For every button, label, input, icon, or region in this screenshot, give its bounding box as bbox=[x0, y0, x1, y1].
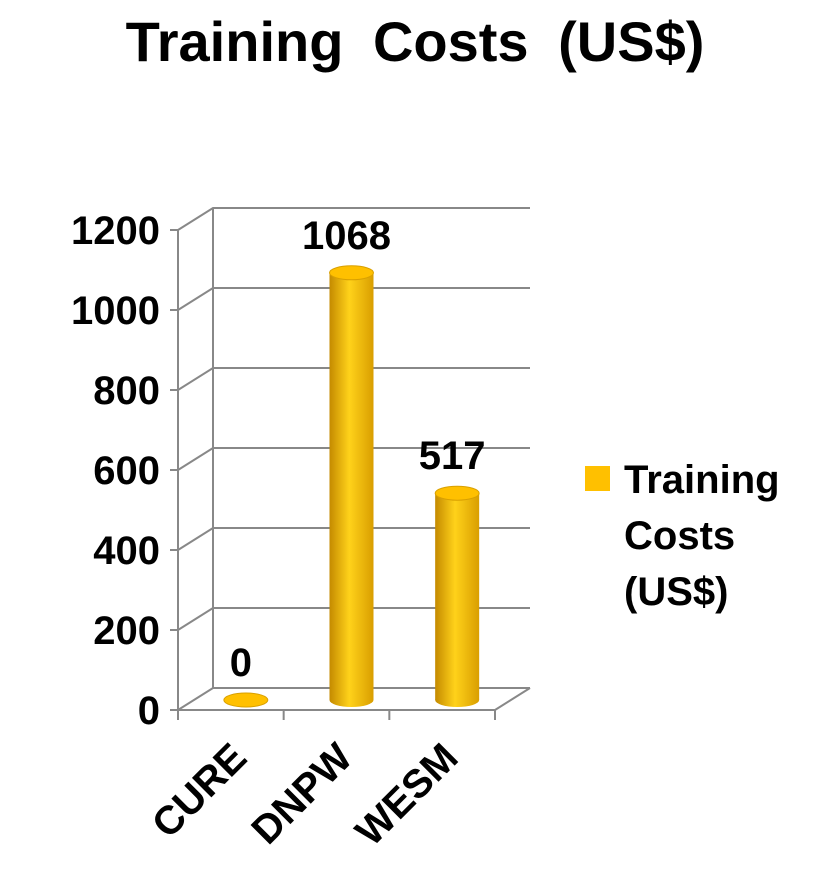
grid-line bbox=[177, 687, 530, 711]
legend: Training Costs (US$) bbox=[585, 452, 824, 620]
bar-top bbox=[434, 485, 480, 501]
bar bbox=[435, 493, 480, 700]
bar-top bbox=[223, 692, 269, 708]
grid-line bbox=[177, 447, 530, 471]
data-label: 0 bbox=[230, 641, 252, 685]
legend-swatch bbox=[585, 466, 610, 491]
x-tick-label: WESM bbox=[347, 735, 466, 854]
y-tick-label: 600 bbox=[93, 449, 160, 493]
grid-line bbox=[177, 207, 530, 231]
grid-line bbox=[177, 367, 530, 391]
grid-line bbox=[177, 527, 530, 551]
y-tick-label: 400 bbox=[93, 529, 160, 573]
grid-line bbox=[177, 607, 530, 631]
grid-line bbox=[177, 287, 530, 311]
y-tick-label: 800 bbox=[93, 369, 160, 413]
floor-right bbox=[494, 687, 531, 711]
legend-label: Training Costs (US$) bbox=[624, 458, 780, 614]
bar bbox=[329, 272, 374, 700]
y-tick-label: 200 bbox=[93, 609, 160, 653]
y-tick-label: 1200 bbox=[71, 209, 160, 253]
x-tick-label: CURE bbox=[144, 735, 255, 846]
chart-title: Training Costs (US$) bbox=[125, 10, 705, 73]
y-tick-label: 0 bbox=[138, 689, 160, 733]
y-tick-label: 1000 bbox=[71, 289, 160, 333]
data-label: 1068 bbox=[302, 214, 391, 258]
data-label: 517 bbox=[419, 434, 486, 478]
bar-top bbox=[329, 265, 374, 281]
x-tick-label: DNPW bbox=[243, 735, 361, 853]
